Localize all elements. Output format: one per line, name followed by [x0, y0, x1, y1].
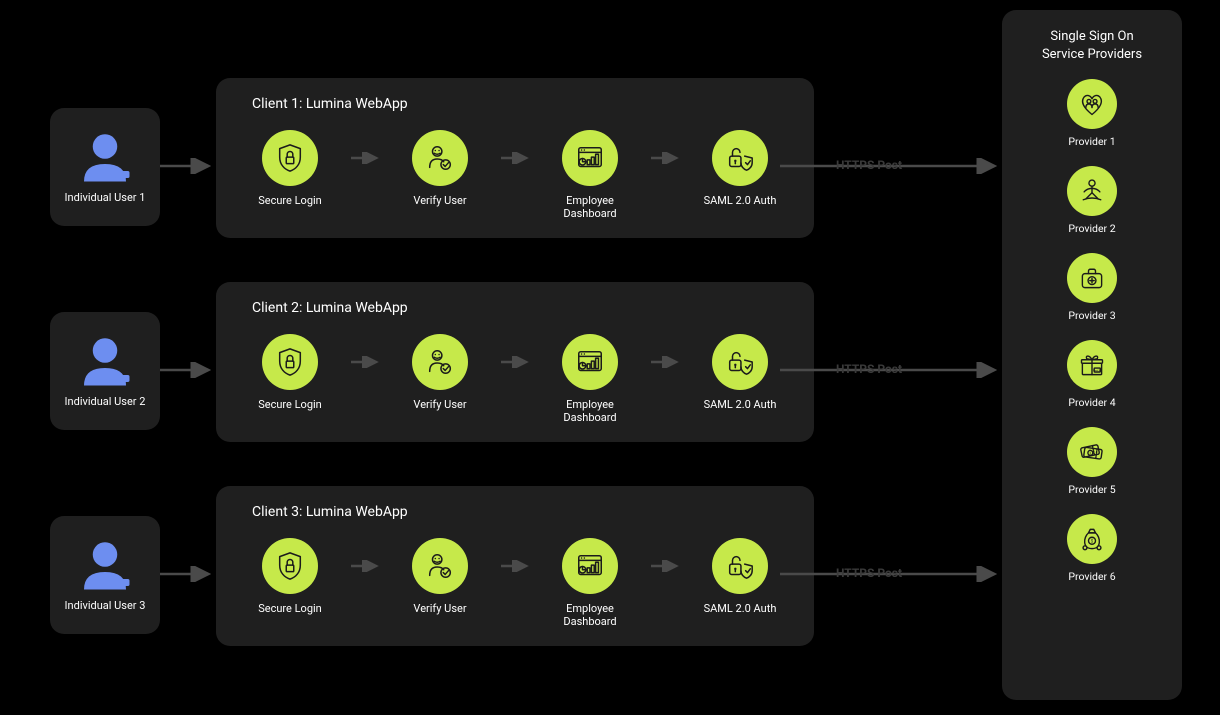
arrow-icon	[650, 538, 680, 594]
provider-label: Provider 2	[1068, 222, 1115, 235]
step-label: SAML 2.0 Auth	[704, 194, 777, 207]
step-label: SAML 2.0 Auth	[704, 602, 777, 615]
provider-label: Provider 6	[1068, 570, 1115, 583]
user-check-icon	[412, 334, 468, 390]
step-label: Employee Dashboard	[540, 602, 640, 628]
provider-5: Provider 5	[1067, 427, 1117, 496]
user-label: Individual User 3	[65, 599, 146, 612]
step-saml-auth: SAML 2.0 Auth	[690, 538, 790, 615]
step-employee-dashboard: Employee Dashboard	[540, 334, 640, 424]
user-label: Individual User 1	[65, 191, 146, 204]
arrow-icon	[350, 130, 380, 186]
step-label: SAML 2.0 Auth	[704, 398, 777, 411]
step-label: Secure Login	[258, 602, 322, 615]
provider-1: Provider 1	[1067, 79, 1117, 148]
step-employee-dashboard: Employee Dashboard	[540, 538, 640, 628]
step-saml-auth: SAML 2.0 Auth	[690, 130, 790, 207]
provider-label: Provider 5	[1068, 483, 1115, 496]
step-label: Verify User	[413, 194, 466, 207]
user-3: Individual User 3	[50, 516, 160, 634]
connector-label: HTTPS Post	[836, 566, 902, 580]
step-verify-user: Verify User	[390, 130, 490, 207]
arrow-icon	[650, 130, 680, 186]
user-icon	[77, 537, 133, 593]
connector-label: HTTPS Post	[836, 158, 902, 172]
step-label: Employee Dashboard	[540, 194, 640, 220]
sso-flow-diagram: Individual User 1 Individual User 2 Indivi…	[0, 0, 1220, 715]
dashboard-icon	[562, 334, 618, 390]
providers-title: Single Sign OnService Providers	[1042, 28, 1142, 63]
connector-label: HTTPS Post	[836, 362, 902, 376]
provider-label: Provider 3	[1068, 309, 1115, 322]
medkit-icon	[1067, 253, 1117, 303]
provider-label: Provider 4	[1068, 396, 1115, 409]
money-bag-icon	[1067, 514, 1117, 564]
user-icon	[77, 333, 133, 389]
provider-2: Provider 2	[1067, 166, 1117, 235]
client-title: Client 3: Lumina WebApp	[252, 504, 790, 520]
step-label: Verify User	[413, 602, 466, 615]
user-icon	[77, 129, 133, 185]
step-secure-login: Secure Login	[240, 334, 340, 411]
client-title: Client 1: Lumina WebApp	[252, 96, 790, 112]
yoga-icon	[1067, 166, 1117, 216]
user-check-icon	[412, 538, 468, 594]
client-steps: Secure Login Verify User Employee Dashboar…	[240, 130, 790, 220]
step-label: Employee Dashboard	[540, 398, 640, 424]
client-steps: Secure Login Verify User Employee Dashboar…	[240, 334, 790, 424]
step-label: Secure Login	[258, 194, 322, 207]
dashboard-icon	[562, 130, 618, 186]
providers-panel: Single Sign OnService Providers Provider …	[1002, 10, 1182, 700]
step-employee-dashboard: Employee Dashboard	[540, 130, 640, 220]
user-2: Individual User 2	[50, 312, 160, 430]
client-title: Client 2: Lumina WebApp	[252, 300, 790, 316]
shield-lock-icon	[262, 130, 318, 186]
step-verify-user: Verify User	[390, 538, 490, 615]
shield-lock-icon	[262, 538, 318, 594]
step-secure-login: Secure Login	[240, 538, 340, 615]
dashboard-icon	[562, 538, 618, 594]
arrow-icon	[650, 334, 680, 390]
arrow-icon	[350, 538, 380, 594]
user-label: Individual User 2	[65, 395, 146, 408]
unlock-shield-icon	[712, 130, 768, 186]
step-label: Verify User	[413, 398, 466, 411]
client-1: Client 1: Lumina WebApp Secure Login Verif…	[216, 78, 814, 238]
client-2: Client 2: Lumina WebApp Secure Login Verif…	[216, 282, 814, 442]
unlock-shield-icon	[712, 538, 768, 594]
client-3: Client 3: Lumina WebApp Secure Login Verif…	[216, 486, 814, 646]
provider-4: Provider 4	[1067, 340, 1117, 409]
arrow-icon	[350, 334, 380, 390]
step-label: Secure Login	[258, 398, 322, 411]
provider-3: Provider 3	[1067, 253, 1117, 322]
heart-people-icon	[1067, 79, 1117, 129]
provider-label: Provider 1	[1068, 135, 1115, 148]
shield-lock-icon	[262, 334, 318, 390]
step-verify-user: Verify User	[390, 334, 490, 411]
user-1: Individual User 1	[50, 108, 160, 226]
client-steps: Secure Login Verify User Employee Dashboar…	[240, 538, 790, 628]
provider-6: Provider 6	[1067, 514, 1117, 583]
step-secure-login: Secure Login	[240, 130, 340, 207]
user-check-icon	[412, 130, 468, 186]
gift-icon	[1067, 340, 1117, 390]
tickets-icon	[1067, 427, 1117, 477]
unlock-shield-icon	[712, 334, 768, 390]
arrow-icon	[500, 538, 530, 594]
arrow-icon	[500, 334, 530, 390]
step-saml-auth: SAML 2.0 Auth	[690, 334, 790, 411]
arrow-icon	[500, 130, 530, 186]
